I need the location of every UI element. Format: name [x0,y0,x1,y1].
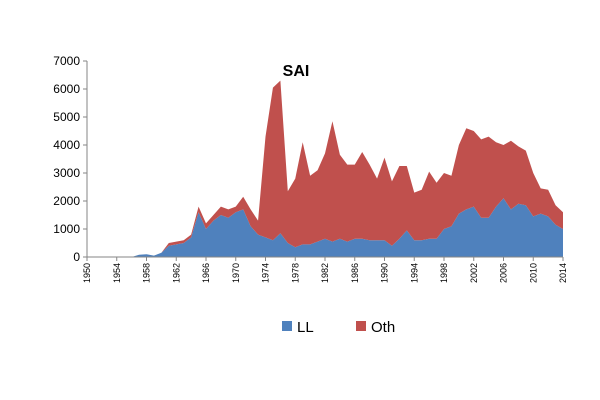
x-tick-label: 2006 [499,263,509,283]
y-tick-label: 0 [73,250,80,264]
x-tick-label: 1994 [409,263,419,283]
x-tick-label: 1978 [290,263,300,283]
plot-area [87,80,563,257]
x-axis-ticks: 1950 1954 1958 1962 1966 1970 1974 1978 1982 1986… [82,257,568,283]
y-tick-label: 7000 [53,54,80,68]
legend-label-oth: Oth [371,319,395,336]
y-tick-label: 3000 [53,166,80,180]
legend-swatch-oth [356,321,366,331]
x-tick-label: 1950 [82,263,92,283]
x-tick-label: 1974 [261,263,271,283]
legend-label-ll: LL [297,319,314,336]
y-tick-label: 1000 [53,222,80,236]
y-tick-label: 4000 [53,138,80,152]
x-tick-label: 1990 [380,263,390,283]
legend: LL Oth [282,319,395,336]
y-axis-ticks: 0 1000 2000 3000 4000 5000 6000 7000 [53,54,87,264]
x-tick-label: 1986 [350,263,360,283]
x-tick-label: 1970 [231,263,241,283]
x-tick-label: 1958 [142,263,152,283]
x-tick-label: 1982 [320,263,330,283]
y-tick-label: 2000 [53,194,80,208]
x-tick-label: 2002 [469,263,479,283]
x-tick-label: 2014 [558,263,568,283]
x-tick-label: 1966 [201,263,211,283]
x-tick-label: 1954 [112,263,122,283]
x-tick-label: 1998 [439,263,449,283]
x-tick-label: 2010 [528,263,538,283]
legend-swatch-ll [282,321,292,331]
y-tick-label: 6000 [53,82,80,96]
series-area-ll [87,198,563,257]
x-tick-label: 1962 [171,263,181,283]
y-tick-label: 5000 [53,110,80,124]
chart-title: SAI [283,63,310,80]
series-area-oth [87,80,563,257]
